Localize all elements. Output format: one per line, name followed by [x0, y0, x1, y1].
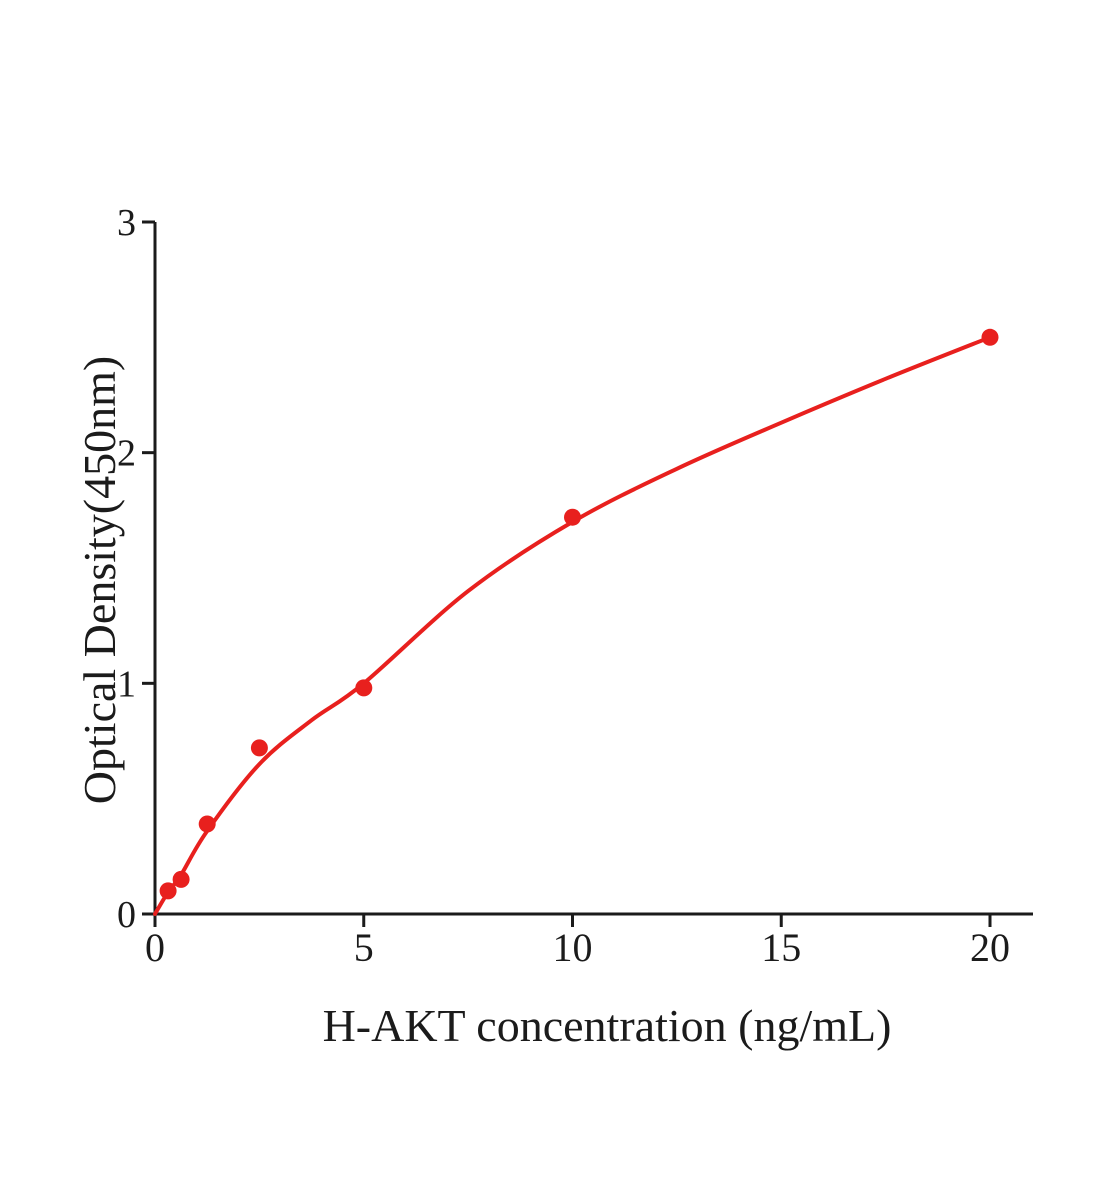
x-tick-label: 15 [761, 925, 801, 970]
data-point [981, 328, 999, 346]
y-tick-label: 1 [117, 663, 136, 705]
x-tick-label: 20 [970, 925, 1010, 970]
data-point [198, 815, 216, 833]
x-tick-label: 5 [354, 925, 374, 970]
data-point [159, 882, 177, 900]
y-tick-label: 0 [117, 894, 136, 936]
data-point [355, 679, 373, 697]
y-axis-title: Optical Density(450nm) [74, 355, 125, 805]
data-point [250, 739, 268, 757]
x-axis-title: H-AKT concentration (ng/mL) [322, 1000, 892, 1051]
data-point [564, 508, 581, 526]
x-tick-label: 10 [553, 925, 593, 970]
fit-curve-line [153, 335, 992, 916]
x-tick-label: 0 [145, 925, 165, 970]
data-point [172, 870, 190, 888]
y-tick-label: 2 [117, 433, 136, 475]
y-tick-label: 3 [117, 202, 136, 244]
